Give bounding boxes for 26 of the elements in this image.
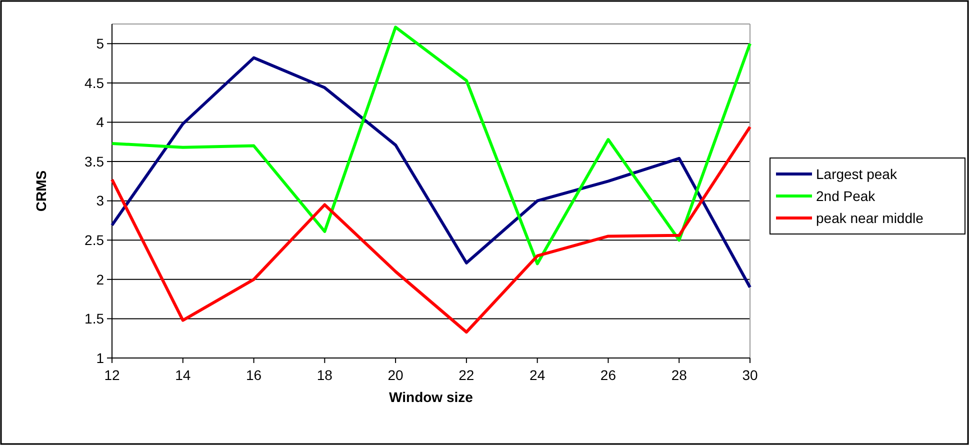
y-tick-label: 1 [96,350,104,366]
x-tick-label: 14 [175,367,191,383]
x-tick-label: 18 [316,367,333,383]
x-tick-label: 16 [246,367,262,383]
x-tick-label: 28 [671,367,688,383]
x-tick-label: 26 [600,367,616,383]
line-series [110,56,752,289]
legend-label: 2nd Peak [816,188,876,204]
y-tick-label: 1.5 [84,310,104,327]
x-axis-title: Window size [389,389,474,405]
line-series [110,125,752,334]
x-tick-label: 12 [104,367,120,383]
x-tick-label: 20 [388,367,404,383]
x-tick-label: 30 [742,367,758,383]
y-tick-label: 2.5 [84,232,104,248]
y-tick-label: 4.5 [84,74,104,91]
y-axis-title: CRMS [33,170,49,212]
x-tick-label: 24 [530,367,546,383]
y-tick-label: 3 [96,192,104,209]
y-tick-label: 2 [96,271,104,288]
y-tick-label: 4 [96,114,104,130]
y-tick-label: 3.5 [84,153,104,170]
legend-label: peak near middle [816,210,924,226]
x-tick-label: 22 [458,367,474,383]
y-tick-label: 5 [96,36,104,52]
legend-label: Largest peak [816,166,898,182]
